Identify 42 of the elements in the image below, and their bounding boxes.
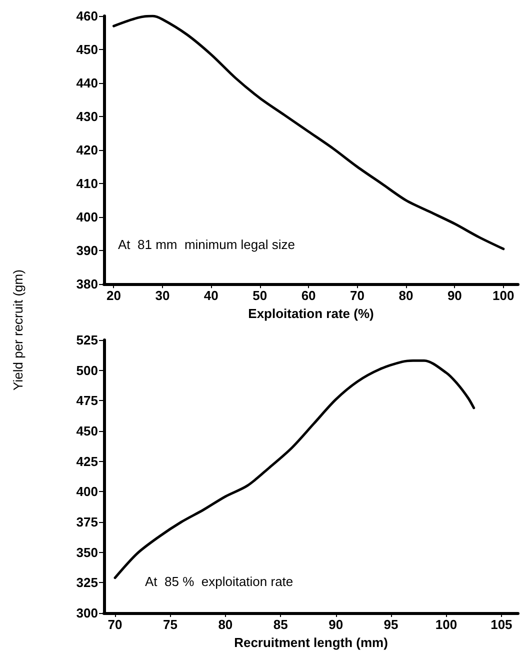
y-tick-label: 430 <box>76 109 98 124</box>
x-tick-label: 80 <box>398 288 414 304</box>
x-tick-label: 105 <box>490 617 512 632</box>
y-tick-label: 475 <box>76 393 98 408</box>
annotation: At 81 mm minimum legal size <box>118 237 295 252</box>
x-tick-label: 90 <box>447 288 462 304</box>
y-tick-label: 450 <box>76 424 98 438</box>
x-axis-title: Exploitation rate (%) <box>248 306 374 321</box>
x-tick-label: 50 <box>252 288 268 304</box>
x-tick-label: 75 <box>163 617 178 632</box>
y-tick-label: 350 <box>76 544 98 560</box>
x-tick-label: 70 <box>108 617 122 632</box>
y-tick-label: 410 <box>76 176 98 192</box>
x-tick-label: 90 <box>328 617 344 632</box>
y-axis-title: Yield per recruit (gm) <box>10 270 26 390</box>
y-tick-label: 400 <box>76 210 98 225</box>
y-tick-label: 300 <box>76 606 98 620</box>
x-tick-label: 40 <box>204 288 218 304</box>
line-series <box>112 14 505 250</box>
x-tick-label: 70 <box>350 288 365 304</box>
y-tick-label: 400 <box>76 484 98 500</box>
annotation: At 85 % exploitation rate <box>145 574 294 589</box>
y-tick-label: 425 <box>76 454 98 469</box>
y-tick-label: 390 <box>76 243 98 258</box>
y-tick-label: 525 <box>76 332 98 348</box>
x-tick-label: 30 <box>155 288 170 304</box>
y-tick-label: 375 <box>76 514 98 530</box>
x-tick-label: 100 <box>435 617 458 632</box>
x-tick-label: 100 <box>492 288 514 304</box>
y-tick-label: 420 <box>76 142 98 158</box>
y-tick-label: 380 <box>76 276 98 292</box>
x-tick-label: 85 <box>273 617 288 632</box>
y-tick-label: 450 <box>76 42 98 58</box>
y-tick-label: 460 <box>76 8 98 24</box>
y-tick-label: 500 <box>76 362 98 378</box>
x-tick-label: 60 <box>301 288 316 304</box>
x-tick-label: 20 <box>106 288 121 304</box>
x-axis-title: Recruitment length (mm) <box>234 634 388 650</box>
y-tick-label: 325 <box>76 575 98 590</box>
y-tick-label: 440 <box>76 76 98 91</box>
x-tick-label: 95 <box>384 617 398 632</box>
x-tick-label: 80 <box>218 617 233 632</box>
